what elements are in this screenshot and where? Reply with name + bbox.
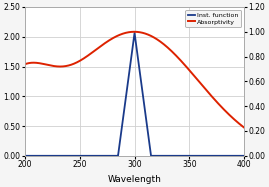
- Line: Absorptivity: Absorptivity: [25, 32, 244, 128]
- Absorptivity: [133, 31, 136, 33]
- Inst. function: [196, 155, 199, 157]
- Inst. function: [23, 155, 26, 157]
- Inst. function: [243, 155, 246, 157]
- Absorptivity: [34, 62, 37, 64]
- Legend: Inst. function, Absorptivity: Inst. function, Absorptivity: [186, 10, 241, 27]
- Absorptivity: [196, 79, 199, 81]
- Inst. function: [236, 155, 240, 157]
- Inst. function: [34, 155, 37, 157]
- Line: Inst. function: Inst. function: [25, 33, 244, 156]
- Absorptivity: [130, 31, 133, 33]
- Absorptivity: [124, 32, 127, 34]
- Inst. function: [124, 98, 127, 100]
- Inst. function: [133, 32, 136, 34]
- Inst. function: [236, 155, 240, 157]
- Absorptivity: [23, 63, 26, 65]
- Absorptivity: [236, 122, 240, 124]
- Absorptivity: [236, 122, 240, 124]
- X-axis label: Wavelength: Wavelength: [108, 174, 161, 183]
- Inst. function: [130, 54, 133, 56]
- Absorptivity: [243, 127, 246, 129]
